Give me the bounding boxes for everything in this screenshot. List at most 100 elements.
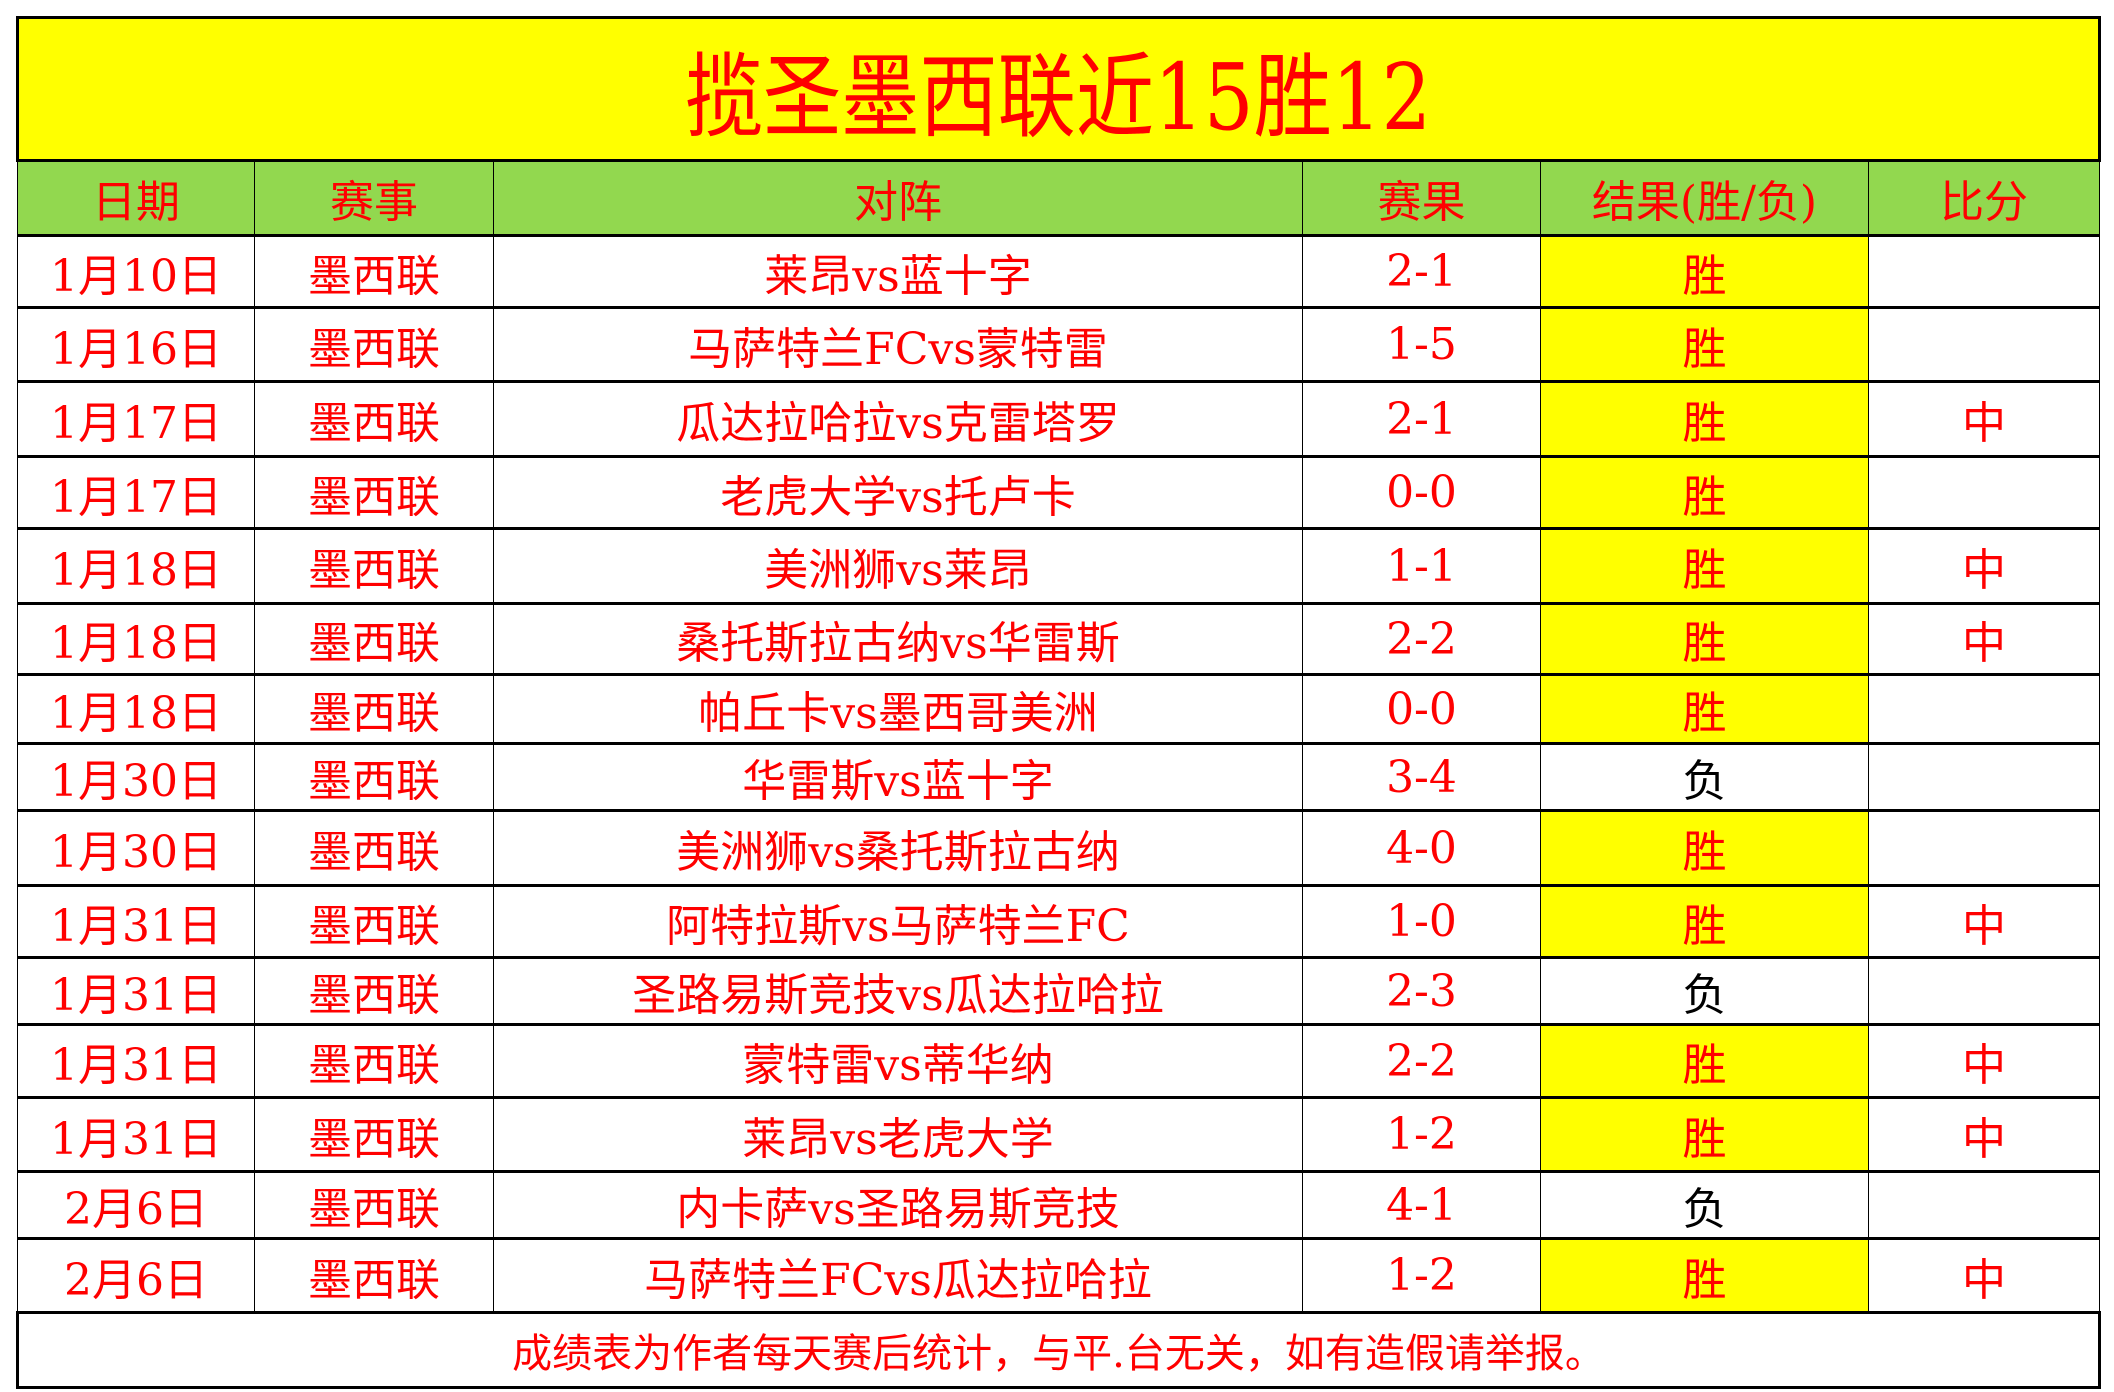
mark-cell — [1867, 456, 2101, 530]
mark-cell: 中 — [1867, 1097, 2101, 1173]
score-cell: 4-0 — [1302, 810, 1541, 887]
score-cell: 1-2 — [1302, 1097, 1541, 1173]
result-cell: 胜 — [1540, 235, 1869, 309]
date-cell: 1月18日 — [17, 674, 255, 745]
match-cell: 蒙特雷vs蒂华纳 — [493, 1024, 1303, 1099]
match-cell: 瓜达拉哈拉vs克雷塔罗 — [493, 381, 1303, 458]
score-cell: 3-4 — [1302, 743, 1541, 812]
date-cell: 1月31日 — [17, 885, 255, 959]
mark-cell — [1867, 307, 2101, 383]
league-cell: 墨西联 — [254, 1024, 494, 1099]
match-cell: 老虎大学vs托卢卡 — [493, 456, 1303, 530]
result-cell: 胜 — [1540, 381, 1869, 458]
table-row: 1月30日 墨西联 华雷斯vs蓝十字 3-4 负 — [17, 743, 2101, 812]
score-cell: 2-2 — [1302, 603, 1541, 676]
date-cell: 1月31日 — [17, 1024, 255, 1099]
date-cell: 1月17日 — [17, 456, 255, 530]
result-cell: 胜 — [1540, 1024, 1869, 1099]
mark-cell: 中 — [1867, 1024, 2101, 1099]
league-cell: 墨西联 — [254, 1238, 494, 1314]
mark-cell: 中 — [1867, 528, 2101, 605]
header-result: 结果(胜/负) — [1540, 160, 1869, 237]
table-row: 1月17日 墨西联 老虎大学vs托卢卡 0-0 胜 — [17, 456, 2101, 530]
table-row: 1月16日 墨西联 马萨特兰FCvs蒙特雷 1-5 胜 — [17, 307, 2101, 383]
table-row: 1月10日 墨西联 莱昂vs蓝十字 2-1 胜 — [17, 235, 2101, 309]
result-cell: 负 — [1540, 1171, 1869, 1240]
date-cell: 1月30日 — [17, 810, 255, 887]
match-cell: 莱昂vs蓝十字 — [493, 235, 1303, 309]
score-cell: 2-1 — [1302, 235, 1541, 309]
result-cell: 胜 — [1540, 885, 1869, 959]
match-cell: 桑托斯拉古纳vs华雷斯 — [493, 603, 1303, 676]
result-cell: 胜 — [1540, 810, 1869, 887]
title-text: 揽圣墨西联近15胜12 — [685, 43, 1432, 151]
header-mark: 比分 — [1867, 160, 2101, 237]
table-row: 1月18日 墨西联 美洲狮vs莱昂 1-1 胜中 — [17, 528, 2101, 605]
match-cell: 帕丘卡vs墨西哥美洲 — [493, 674, 1303, 745]
title-row: 揽圣墨西联近15胜12 — [15, 16, 2102, 162]
league-cell: 墨西联 — [254, 1171, 494, 1240]
date-cell: 1月31日 — [17, 1097, 255, 1173]
table-row: 1月31日 墨西联 莱昂vs老虎大学 1-2 胜中 — [17, 1097, 2101, 1173]
score-cell: 4-1 — [1302, 1171, 1541, 1240]
mark-cell — [1867, 235, 2101, 309]
score-cell: 0-0 — [1302, 674, 1541, 745]
table-row: 1月17日 墨西联 瓜达拉哈拉vs克雷塔罗 2-1 胜中 — [17, 381, 2101, 458]
score-cell: 1-0 — [1302, 885, 1541, 959]
league-cell: 墨西联 — [254, 603, 494, 676]
score-cell: 0-0 — [1302, 456, 1541, 530]
mark-cell: 中 — [1867, 603, 2101, 676]
score-cell: 2-1 — [1302, 381, 1541, 458]
league-cell: 墨西联 — [254, 456, 494, 530]
table-row: 1月31日 墨西联 蒙特雷vs蒂华纳 2-2 胜中 — [17, 1024, 2101, 1099]
table-row: 1月30日 墨西联 美洲狮vs桑托斯拉古纳 4-0 胜 — [17, 810, 2101, 887]
league-cell: 墨西联 — [254, 885, 494, 959]
header-match: 对阵 — [493, 160, 1303, 237]
score-cell: 1-1 — [1302, 528, 1541, 605]
page-title: 揽圣墨西联近15胜12 — [15, 16, 2102, 162]
match-cell: 美洲狮vs莱昂 — [493, 528, 1303, 605]
score-cell: 1-2 — [1302, 1238, 1541, 1314]
result-cell: 胜 — [1540, 1097, 1869, 1173]
league-cell: 墨西联 — [254, 235, 494, 309]
result-cell: 负 — [1540, 957, 1869, 1026]
mark-cell — [1867, 810, 2101, 887]
match-cell: 阿特拉斯vs马萨特兰FC — [493, 885, 1303, 959]
date-cell: 1月17日 — [17, 381, 255, 458]
score-cell: 1-5 — [1302, 307, 1541, 383]
mark-cell — [1867, 743, 2101, 812]
mark-cell — [1867, 1171, 2101, 1240]
table-row: 1月31日 墨西联 圣路易斯竞技vs瓜达拉哈拉 2-3 负 — [17, 957, 2101, 1026]
match-cell: 圣路易斯竞技vs瓜达拉哈拉 — [493, 957, 1303, 1026]
date-cell: 1月31日 — [17, 957, 255, 1026]
league-cell: 墨西联 — [254, 957, 494, 1026]
league-cell: 墨西联 — [254, 1097, 494, 1173]
results-table: 揽圣墨西联近15胜12 日期 赛事 对阵 赛果 结果(胜/负) 比分 1月10日… — [15, 16, 2102, 1389]
date-cell: 1月18日 — [17, 528, 255, 605]
result-cell: 胜 — [1540, 1238, 1869, 1314]
table-row: 1月31日 墨西联 阿特拉斯vs马萨特兰FC 1-0 胜中 — [17, 885, 2101, 959]
date-cell: 1月16日 — [17, 307, 255, 383]
date-cell: 2月6日 — [17, 1238, 255, 1314]
match-cell: 美洲狮vs桑托斯拉古纳 — [493, 810, 1303, 887]
score-cell: 2-3 — [1302, 957, 1541, 1026]
league-cell: 墨西联 — [254, 528, 494, 605]
mark-cell: 中 — [1867, 885, 2101, 959]
date-cell: 2月6日 — [17, 1171, 255, 1240]
result-cell: 胜 — [1540, 528, 1869, 605]
result-cell: 胜 — [1540, 674, 1869, 745]
result-cell: 负 — [1540, 743, 1869, 812]
league-cell: 墨西联 — [254, 307, 494, 383]
mark-cell: 中 — [1867, 1238, 2101, 1314]
result-cell: 胜 — [1540, 307, 1869, 383]
header-row: 日期 赛事 对阵 赛果 结果(胜/负) 比分 — [17, 160, 2101, 237]
league-cell: 墨西联 — [254, 381, 494, 458]
result-cell: 胜 — [1540, 603, 1869, 676]
header-score: 赛果 — [1302, 160, 1541, 237]
match-cell: 内卡萨vs圣路易斯竞技 — [493, 1171, 1303, 1240]
header-date: 日期 — [17, 160, 255, 237]
league-cell: 墨西联 — [254, 743, 494, 812]
footer-note: 成绩表为作者每天赛后统计，与平.台无关，如有造假请举报。 — [15, 1311, 2102, 1389]
result-cell: 胜 — [1540, 456, 1869, 530]
mark-cell — [1867, 674, 2101, 745]
